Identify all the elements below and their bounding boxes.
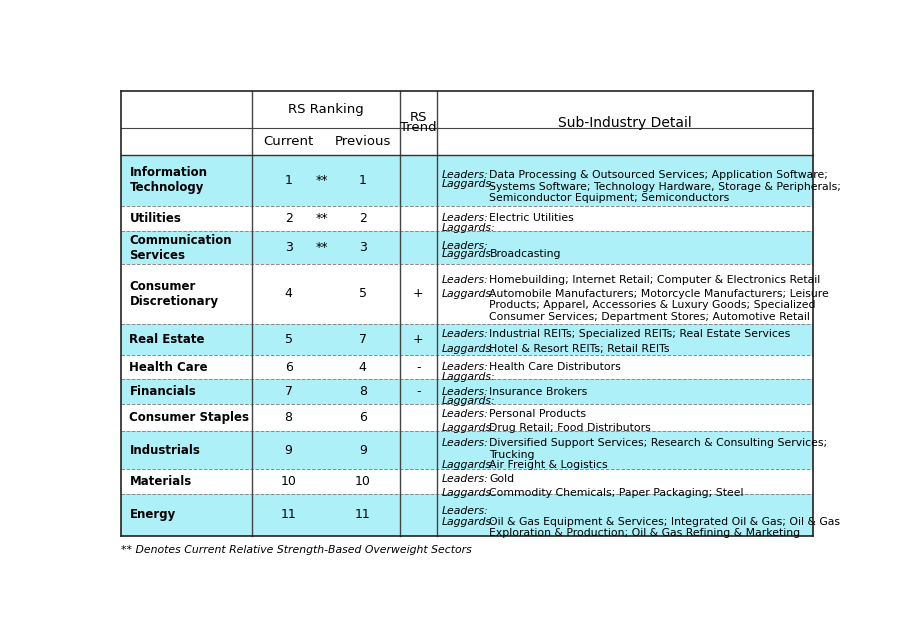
Text: Homebuilding; Internet Retail; Computer & Electronics Retail: Homebuilding; Internet Retail; Computer … [489,275,821,285]
Text: Leaders:: Leaders: [442,438,488,448]
Text: Real Estate: Real Estate [129,333,205,346]
Text: Leaders:: Leaders: [442,409,488,419]
Bar [121,205,813,232]
Text: Leaders:: Leaders: [442,474,488,483]
Bar [121,380,813,404]
Text: **: ** [316,212,328,225]
Text: 10: 10 [354,475,371,488]
Text: Laggards:: Laggards: [442,223,495,233]
Text: 7: 7 [359,333,367,346]
Text: 7: 7 [284,385,292,398]
Text: Energy: Energy [129,508,176,521]
Text: Trend: Trend [400,121,436,134]
Text: Laggards:: Laggards: [442,396,495,406]
Text: 6: 6 [284,361,292,374]
Text: Consumer
Discretionary: Consumer Discretionary [129,280,219,308]
Text: RS Ranking: RS Ranking [288,103,363,116]
Text: Gold: Gold [489,474,515,483]
Bar [121,404,813,431]
Text: 5: 5 [284,333,292,346]
Text: Hotel & Resort REITs; Retail REITs: Hotel & Resort REITs; Retail REITs [489,343,670,354]
Text: Data Processing & Outsourced Services; Application Software;
Systems Software; T: Data Processing & Outsourced Services; A… [489,170,842,203]
Text: +: + [413,287,424,300]
Bar [121,469,813,494]
Text: Laggards:: Laggards: [442,372,495,382]
Text: 10: 10 [281,475,297,488]
Text: Leaders:: Leaders: [442,170,488,180]
Text: 3: 3 [284,241,292,254]
Text: Automobile Manufacturers; Motorcycle Manufacturers; Leisure
Products; Apparel, A: Automobile Manufacturers; Motorcycle Man… [489,289,829,322]
Text: Sub-Industry Detail: Sub-Industry Detail [558,116,691,130]
Text: Leaders:: Leaders: [442,329,488,340]
Text: **: ** [316,241,328,254]
Text: Laggards:: Laggards: [442,249,495,259]
Text: Financials: Financials [129,385,196,398]
Text: -: - [416,385,420,398]
Bar [121,264,813,324]
Text: Current: Current [263,135,313,148]
Text: 5: 5 [359,287,367,300]
Text: Laggards:: Laggards: [442,343,495,354]
Text: Leaders:: Leaders: [442,387,488,397]
Text: Laggards:: Laggards: [442,423,495,433]
Text: Oil & Gas Equipment & Services; Integrated Oil & Gas; Oil & Gas
Exploration & Pr: Oil & Gas Equipment & Services; Integrat… [489,516,841,538]
Bar [121,155,813,205]
Text: Laggards:: Laggards: [442,289,495,299]
Text: 11: 11 [281,508,296,521]
Text: Leaders:: Leaders: [442,506,488,516]
Text: Utilities: Utilities [129,212,181,225]
Text: Leaders:: Leaders: [442,241,488,251]
Text: Materials: Materials [129,475,191,488]
Text: 8: 8 [359,385,367,398]
Bar [121,431,813,469]
Text: Health Care: Health Care [129,361,208,374]
Text: ** Denotes Current Relative Strength-Based Overweight Sectors: ** Denotes Current Relative Strength-Bas… [121,545,472,555]
Text: Air Freight & Logistics: Air Freight & Logistics [489,460,609,470]
Text: Leaders:: Leaders: [442,363,488,372]
Text: Diversified Support Services; Research & Consulting Services;
Trucking: Diversified Support Services; Research &… [489,438,827,460]
Text: 11: 11 [355,508,371,521]
Text: Laggards:: Laggards: [442,460,495,470]
Text: Laggards:: Laggards: [442,516,495,527]
Text: 8: 8 [284,411,292,424]
Text: 1: 1 [284,174,292,186]
Bar [121,232,813,264]
Text: Electric Utilities: Electric Utilities [489,213,574,223]
Bar [121,91,813,155]
Text: 9: 9 [359,443,367,457]
Text: Industrial REITs; Specialized REITs; Real Estate Services: Industrial REITs; Specialized REITs; Rea… [489,329,791,340]
Text: Health Care Distributors: Health Care Distributors [489,363,621,372]
Text: 2: 2 [284,212,292,225]
Text: 4: 4 [359,361,367,374]
Text: Commodity Chemicals; Paper Packaging; Steel: Commodity Chemicals; Paper Packaging; St… [489,488,744,497]
Text: +: + [413,333,424,346]
Text: Laggards:: Laggards: [442,488,495,497]
Bar [121,324,813,355]
Text: Drug Retail; Food Distributors: Drug Retail; Food Distributors [489,423,651,433]
Text: 4: 4 [284,287,292,300]
Text: Communication
Services: Communication Services [129,233,232,262]
Text: -: - [416,361,420,374]
Text: **: ** [316,174,328,186]
Text: 1: 1 [359,174,367,186]
Text: Personal Products: Personal Products [489,409,587,419]
Text: Previous: Previous [334,135,391,148]
Text: Consumer Staples: Consumer Staples [129,411,250,424]
Text: 3: 3 [359,241,367,254]
Text: Industrials: Industrials [129,443,200,457]
Text: Broadcasting: Broadcasting [489,249,561,259]
Text: RS: RS [409,111,427,125]
Text: Leaders:: Leaders: [442,275,488,285]
Text: Information
Technology: Information Technology [129,166,208,194]
Text: Laggards:: Laggards: [442,179,495,190]
Bar [121,355,813,380]
Text: 6: 6 [359,411,367,424]
Text: Insurance Brokers: Insurance Brokers [489,387,588,397]
Text: Leaders:: Leaders: [442,213,488,223]
Text: 2: 2 [359,212,367,225]
Text: 9: 9 [284,443,292,457]
Bar [121,494,813,536]
